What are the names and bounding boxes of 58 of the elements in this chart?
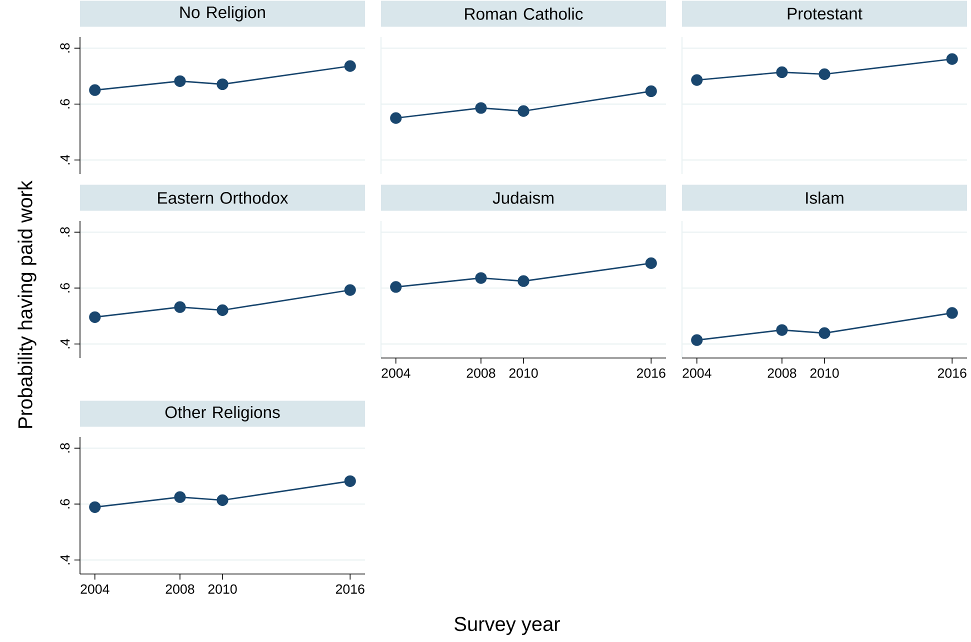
point: [946, 53, 958, 65]
y-tick-label: .8: [60, 227, 70, 237]
chart-title: Eastern Orthodox: [158, 192, 288, 204]
x-tick-label: 2016: [938, 368, 966, 378]
x-axis-title: Survey year: [454, 616, 560, 636]
point: [475, 102, 487, 114]
point: [946, 307, 958, 319]
point: [645, 257, 657, 270]
chart-title: Other Religions: [165, 406, 280, 422]
point: [216, 78, 228, 90]
point: [216, 304, 228, 316]
chart-title: Roman Catholic: [465, 8, 583, 20]
x-tick-label: 2004: [80, 584, 110, 594]
point: [776, 324, 788, 336]
x-tick-label: 2008: [166, 584, 194, 594]
y-tick-label: .6: [60, 99, 70, 108]
point: [89, 501, 101, 513]
point: [818, 68, 830, 80]
point: [645, 85, 657, 98]
x-tick-label: 2004: [682, 368, 712, 378]
y-tick-label: .8: [60, 43, 70, 53]
point: [174, 75, 186, 87]
point: [174, 491, 186, 503]
point: [89, 84, 101, 96]
point: [174, 301, 186, 313]
chart-title: No Religion: [180, 6, 265, 22]
point: [390, 281, 402, 293]
y-tick-label: .4: [60, 154, 70, 164]
point: [691, 334, 703, 346]
y-tick-label: .8: [60, 443, 70, 453]
point: [518, 275, 530, 287]
point: [216, 494, 228, 506]
point: [89, 311, 101, 323]
y-tick-label: .6: [60, 283, 70, 292]
point: [390, 112, 402, 124]
y-tick-label: .6: [60, 499, 70, 508]
y-tick-label: .4: [60, 554, 70, 564]
point: [344, 284, 356, 296]
x-tick-label: 2010: [208, 584, 237, 594]
x-tick-label: 2008: [466, 368, 496, 378]
x-tick-label: 2010: [509, 368, 538, 378]
point: [344, 475, 356, 487]
x-tick-label: 2016: [636, 368, 666, 378]
chart-title: Islam: [806, 192, 844, 204]
y-tick-label: .4: [60, 338, 70, 348]
y-axis-title: Probability having paid work: [18, 180, 36, 428]
point: [818, 327, 830, 339]
x-tick-label: 2016: [336, 584, 364, 594]
point: [776, 66, 788, 78]
point: [518, 105, 530, 117]
point: [475, 272, 487, 284]
point: [344, 60, 356, 72]
chart-title: Protestant: [788, 8, 862, 20]
x-tick-label: 2004: [382, 368, 410, 378]
x-tick-label: 2008: [768, 368, 796, 378]
chart-title: Judaism: [492, 192, 554, 204]
x-tick-label: 2010: [810, 368, 839, 378]
point: [691, 74, 703, 86]
